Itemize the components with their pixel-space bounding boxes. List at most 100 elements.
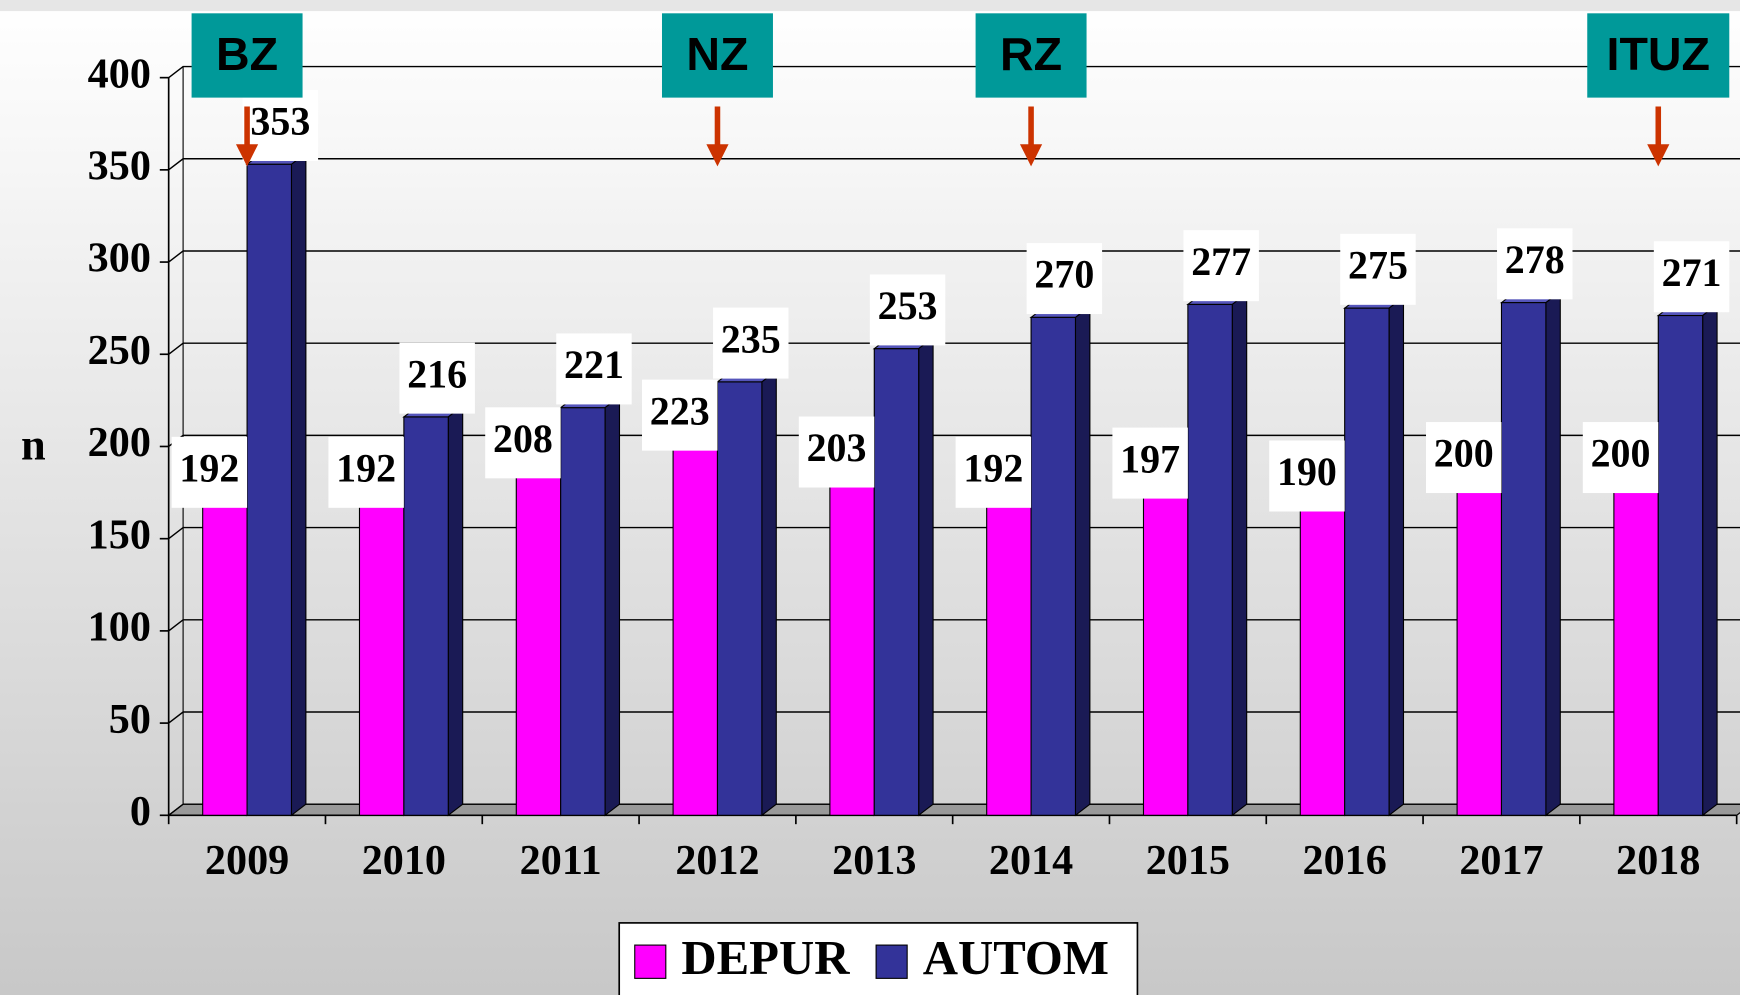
legend-label: DEPUR [681, 931, 850, 985]
value-label: 353 [250, 99, 310, 144]
annotation-box [1587, 13, 1730, 98]
x-tick-label: 2012 [675, 837, 759, 884]
x-tick-label: 2018 [1616, 837, 1700, 884]
bar [672, 403, 719, 816]
value-label-box [1340, 233, 1416, 305]
annotation-label: ITUZ [1607, 28, 1711, 80]
legend-swatch [634, 944, 667, 979]
annotation-arrowhead [706, 144, 729, 167]
bar [1456, 445, 1503, 816]
annotation-label: NZ [686, 28, 748, 80]
value-label-box [869, 274, 946, 346]
value-label: 197 [1120, 436, 1180, 481]
bar [1030, 316, 1077, 816]
y-axis-label: n [21, 419, 46, 469]
value-label-box [399, 342, 475, 414]
annotation-arrowhead [235, 144, 259, 167]
y-tick-label: 0 [130, 788, 151, 835]
y-tick-label: 400 [88, 50, 151, 97]
x-tick-label: 2013 [832, 837, 916, 884]
value-label: 203 [807, 425, 867, 470]
x-tick-label: 2014 [989, 837, 1073, 884]
bar [1613, 445, 1659, 816]
x-tick-label: 2017 [1459, 837, 1543, 884]
annotation-arrowhead [1647, 144, 1670, 167]
top-strip [0, 0, 1740, 12]
value-label: 223 [650, 388, 710, 433]
annotation-box [661, 13, 773, 98]
value-label-box [485, 407, 561, 479]
annotation-arrowhead [1019, 144, 1043, 167]
value-label-box [1426, 422, 1502, 494]
bar [1299, 464, 1346, 816]
value-label: 216 [407, 351, 467, 396]
legend-label: AUTOM [923, 931, 1109, 985]
value-label-box [1653, 241, 1730, 313]
value-label-box [1497, 228, 1573, 300]
bar-side [290, 152, 307, 817]
value-label-box [798, 416, 875, 488]
bar-side [604, 395, 621, 817]
annotation-label: BZ [216, 28, 278, 80]
value-label-box [328, 436, 404, 508]
bar [358, 460, 405, 816]
bar [1500, 302, 1547, 816]
value-label: 200 [1591, 431, 1651, 476]
y-tick-label: 50 [109, 696, 151, 743]
value-label: 253 [878, 283, 938, 328]
annotation-box [191, 13, 303, 98]
y-tick-label: 150 [88, 511, 151, 558]
annotation-label: RZ [1000, 28, 1062, 80]
value-label: 277 [1191, 239, 1251, 284]
x-tick-label: 2011 [520, 837, 602, 884]
value-label-box [713, 307, 789, 379]
y-tick-label: 200 [88, 419, 151, 466]
bar [202, 460, 248, 816]
value-label: 208 [493, 416, 553, 461]
bar [515, 431, 562, 816]
x-tick-label: 2016 [1303, 837, 1387, 884]
bar [246, 163, 293, 816]
bar-side [1702, 303, 1718, 817]
value-label-box [1112, 427, 1188, 499]
value-label-box [1183, 230, 1259, 302]
value-label: 270 [1034, 252, 1094, 297]
bar-side [1074, 305, 1091, 817]
bar [873, 348, 920, 816]
bar [1657, 314, 1704, 816]
value-label-box [1582, 422, 1659, 494]
value-label: 192 [963, 445, 1023, 490]
y-tick-label: 300 [88, 235, 151, 282]
value-label-box [556, 333, 632, 405]
y-tick-label: 100 [88, 604, 151, 651]
bar-side [1388, 295, 1405, 817]
grid-line [168, 65, 1740, 79]
bar [1344, 307, 1390, 816]
bar [403, 416, 449, 816]
y-tick-label: 250 [88, 327, 151, 374]
value-label-box [1269, 440, 1345, 512]
value-label-box [642, 379, 718, 451]
value-label-box [955, 436, 1032, 508]
bar [716, 381, 763, 816]
annotation-box [975, 13, 1087, 98]
value-label: 192 [336, 445, 396, 490]
bar [560, 407, 606, 816]
value-label: 271 [1662, 250, 1722, 295]
value-label-box [1026, 243, 1103, 315]
x-tick-label: 2009 [205, 837, 289, 884]
bar-side [918, 336, 934, 817]
value-label: 278 [1505, 237, 1565, 282]
bar [829, 440, 875, 816]
y-tick-label: 350 [88, 143, 151, 190]
value-label: 192 [179, 445, 239, 490]
x-tick-label: 2015 [1146, 837, 1230, 884]
value-label-box [171, 436, 248, 508]
value-label: 200 [1434, 431, 1494, 476]
x-tick-label: 2010 [362, 837, 446, 884]
bar [986, 460, 1032, 816]
value-label: 190 [1277, 449, 1337, 494]
bar-side [761, 369, 777, 817]
value-label: 235 [721, 316, 781, 361]
